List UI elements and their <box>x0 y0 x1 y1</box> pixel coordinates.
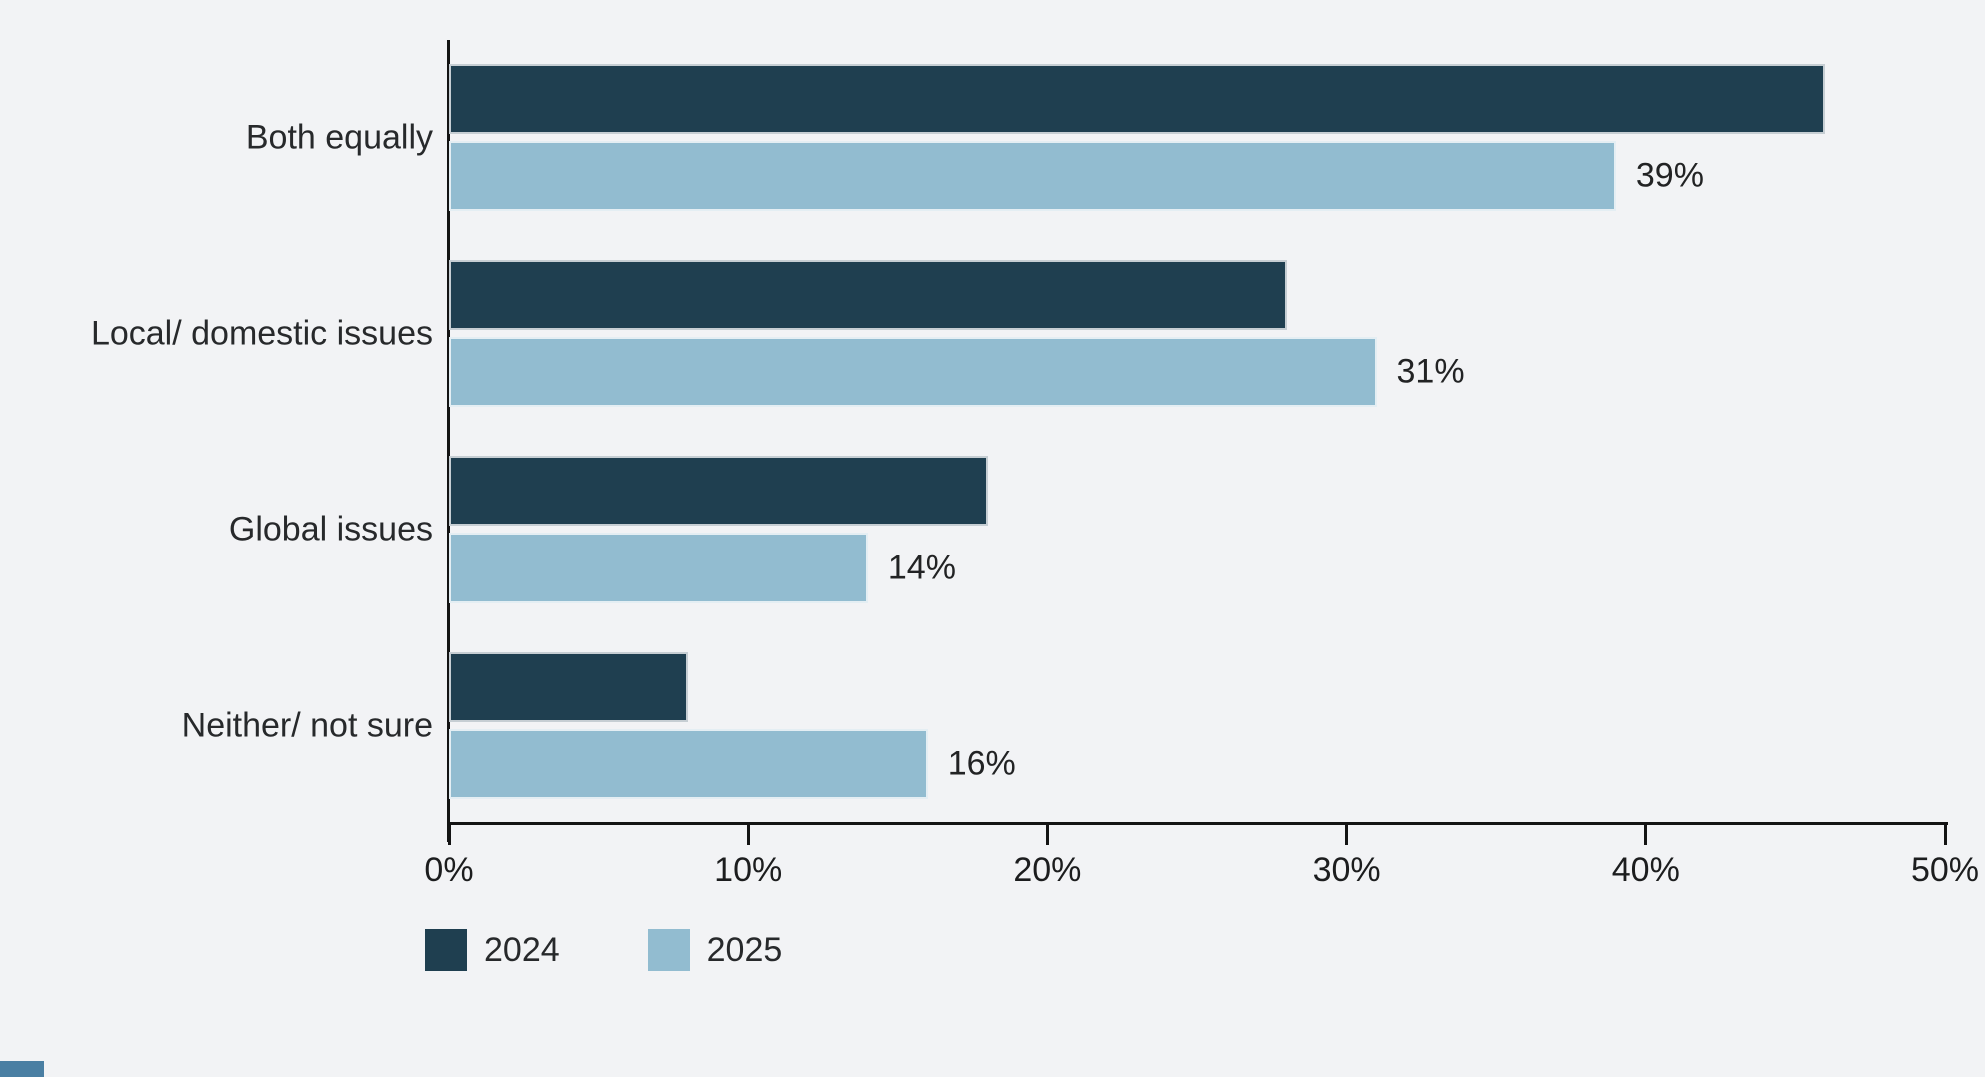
bar-2024-row2 <box>449 456 988 526</box>
x-tick-label: 10% <box>714 851 783 889</box>
bar-group: 31% <box>449 260 1945 407</box>
legend: 2024 2025 <box>425 929 782 971</box>
legend-item-2024: 2024 <box>425 929 560 971</box>
data-label: 39% <box>1635 156 1704 195</box>
category-axis: Both equally Local/ domestic issues Global… <box>0 40 433 822</box>
bar-2025-row1: 31% <box>449 337 1465 407</box>
x-tick-mark <box>1943 825 1947 845</box>
x-tick-mark <box>447 825 451 845</box>
legend-item-2025: 2025 <box>647 929 783 971</box>
bar-group: 39% <box>449 64 1945 211</box>
x-tick-label: 0% <box>424 851 474 889</box>
x-tick-mark <box>1345 825 1349 845</box>
data-label: 31% <box>1396 352 1465 391</box>
legend-label: 2024 <box>484 931 560 969</box>
x-tick-mark <box>746 825 750 845</box>
y-axis-line <box>447 40 450 842</box>
data-label: 14% <box>887 548 956 587</box>
x-tick-mark <box>1045 825 1049 845</box>
bar-2024-row0 <box>449 64 1826 134</box>
legend-label: 2025 <box>706 931 783 969</box>
x-tick-label: 20% <box>1013 851 1082 889</box>
corner-accent <box>0 1061 44 1077</box>
bar-2024-row1 <box>449 260 1287 330</box>
bar-2025-row0: 39% <box>449 141 1704 211</box>
legend-swatch-icon <box>425 929 467 971</box>
category-label: Neither/ not sure <box>181 706 433 745</box>
bar-2025-row2: 14% <box>449 533 956 603</box>
data-label: 16% <box>947 744 1016 783</box>
bar-2025-row3: 16% <box>449 729 1016 799</box>
category-label: Global issues <box>228 510 433 549</box>
x-tick-label: 30% <box>1312 851 1381 889</box>
bar-2024-row3 <box>449 652 689 722</box>
category-label: Local/ domestic issues <box>90 314 433 353</box>
x-axis-line <box>447 822 1948 825</box>
legend-swatch-icon <box>647 929 690 971</box>
x-tick-mark <box>1644 825 1648 845</box>
x-tick-label: 50% <box>1910 851 1980 889</box>
bar-group: 14% <box>449 456 1945 603</box>
bar-group: 16% <box>449 652 1945 799</box>
x-tick-label: 40% <box>1611 851 1680 889</box>
plot-area: 39% 31% 14% 16% <box>449 40 1945 822</box>
category-label: Both equally <box>245 118 433 157</box>
